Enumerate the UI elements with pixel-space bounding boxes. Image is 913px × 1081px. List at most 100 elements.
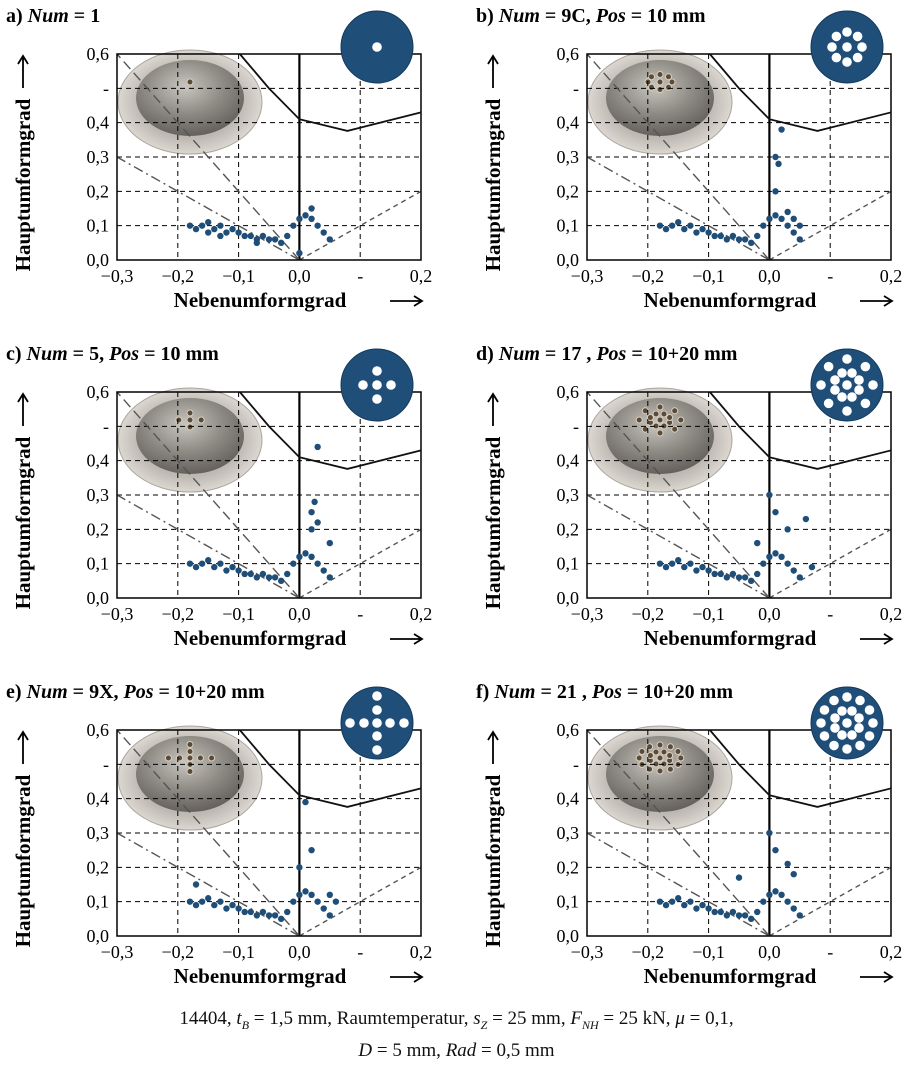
strain-point <box>229 563 236 571</box>
strain-point <box>802 515 810 523</box>
pattern-hole <box>842 744 852 754</box>
strain-point <box>784 222 791 229</box>
y-tick-label: 0,6 <box>557 720 580 740</box>
y-axis-label: Hauptumformgrad <box>11 436 35 609</box>
strain-point <box>186 898 194 905</box>
pattern-hole <box>372 705 382 715</box>
photo-pin <box>666 414 674 422</box>
strain-point <box>675 219 682 226</box>
strain-point <box>705 229 712 236</box>
pattern-hole <box>837 392 847 402</box>
y-axis-label: Hauptumformgrad <box>481 436 505 609</box>
pattern-hole <box>837 706 847 716</box>
title-part: = 10+20 mm <box>154 681 265 703</box>
panel-title: d) Num = 17 , Pos = 10+20 mm <box>476 343 738 365</box>
pattern-hole <box>855 740 865 751</box>
photo-pin <box>656 78 664 86</box>
plot-frame <box>116 53 422 261</box>
x-tick-label: 0,2 <box>410 942 433 962</box>
strain-point <box>205 557 212 564</box>
strain-point <box>296 215 303 222</box>
pattern-hole <box>842 406 852 416</box>
caption-text: Rad <box>445 1040 477 1061</box>
title-part: Num <box>27 5 69 27</box>
pattern-hole <box>842 27 852 37</box>
panel: d) Num = 17 , Pos = 10+20 mm −0,3 −0,2 −0,1… <box>476 343 902 650</box>
photo-pin <box>646 414 654 422</box>
pattern-hole <box>831 52 842 63</box>
strain-point <box>717 570 724 578</box>
x-axis-label: Nebenumformgrad <box>644 288 817 312</box>
title-part: Num <box>498 5 540 27</box>
strain-point <box>699 563 706 571</box>
pattern-hole <box>358 380 368 390</box>
x-tick-label: −0,2 <box>631 942 664 962</box>
strain-point <box>662 901 670 909</box>
strain-point <box>729 570 737 578</box>
strain-point <box>198 898 206 905</box>
strain-point <box>192 563 200 571</box>
pattern-hole <box>860 398 871 409</box>
strain-point <box>790 215 797 222</box>
strain-point <box>314 443 321 451</box>
strain-point <box>311 498 318 506</box>
strain-point <box>259 232 267 240</box>
panel-title: b) Num = 9C, Pos = 10 mm <box>476 5 706 27</box>
strain-point <box>766 829 773 837</box>
photo-pin <box>646 752 654 760</box>
caption-text: = 0,1, <box>684 1008 734 1029</box>
title-part: d) <box>476 343 499 365</box>
photo-pin <box>660 410 668 418</box>
strain-point <box>729 232 737 240</box>
title-part: = 10+20 mm <box>626 343 737 365</box>
title-part: = 9X, <box>68 681 124 703</box>
strain-point <box>198 222 206 229</box>
strain-point <box>211 563 218 571</box>
photo-pin <box>660 748 668 756</box>
strain-point <box>766 215 773 222</box>
y-tick-label: 0,4 <box>87 451 110 471</box>
strain-point <box>284 908 291 916</box>
strain-point <box>235 567 242 574</box>
pattern-hole <box>860 361 871 372</box>
strain-point <box>277 915 285 923</box>
pattern-hole <box>830 385 840 395</box>
strain-point <box>314 898 321 905</box>
strain-point <box>656 560 664 567</box>
y-axis-label: Hauptumformgrad <box>481 774 505 947</box>
y-tick-label: 0,4 <box>557 451 580 471</box>
strain-point <box>656 898 664 905</box>
strain-point <box>735 912 743 919</box>
charts: a) Num = 1 −0,3 −0,2 −0,1 0,0 - 0,2 0,0 0,1 0,2 0,… <box>6 5 902 988</box>
pattern-hole <box>847 392 857 402</box>
x-tick-label: −0,2 <box>631 604 664 624</box>
strain-point <box>784 208 791 216</box>
x-tick-label: - <box>827 266 833 286</box>
y-tick-label: 0,4 <box>87 113 110 133</box>
pattern-hole <box>842 42 852 52</box>
strain-point <box>241 570 248 578</box>
photo-pin <box>175 416 183 424</box>
y-tick-label: - <box>103 78 109 98</box>
strain-point <box>796 912 803 919</box>
strain-point <box>766 891 773 898</box>
pattern-hole <box>830 723 840 733</box>
title-part: f) <box>476 681 494 703</box>
strain-point <box>784 526 791 533</box>
plot-frame <box>116 391 422 599</box>
x-tick-label: −0,3 <box>571 266 604 286</box>
strain-point <box>735 236 743 243</box>
strain-point <box>271 574 279 581</box>
strain-point <box>259 570 267 578</box>
y-tick-label: 0,0 <box>87 926 110 946</box>
x-tick-label: −0,1 <box>222 942 255 962</box>
reference-line <box>116 832 300 937</box>
reference-line <box>116 494 300 599</box>
strain-point <box>314 222 321 229</box>
strain-point <box>723 236 731 243</box>
strain-point <box>265 912 273 919</box>
x-tick-label: −0,3 <box>101 604 134 624</box>
strain-point <box>656 222 664 229</box>
photo-pin <box>656 86 664 93</box>
pattern-hole <box>854 713 864 723</box>
